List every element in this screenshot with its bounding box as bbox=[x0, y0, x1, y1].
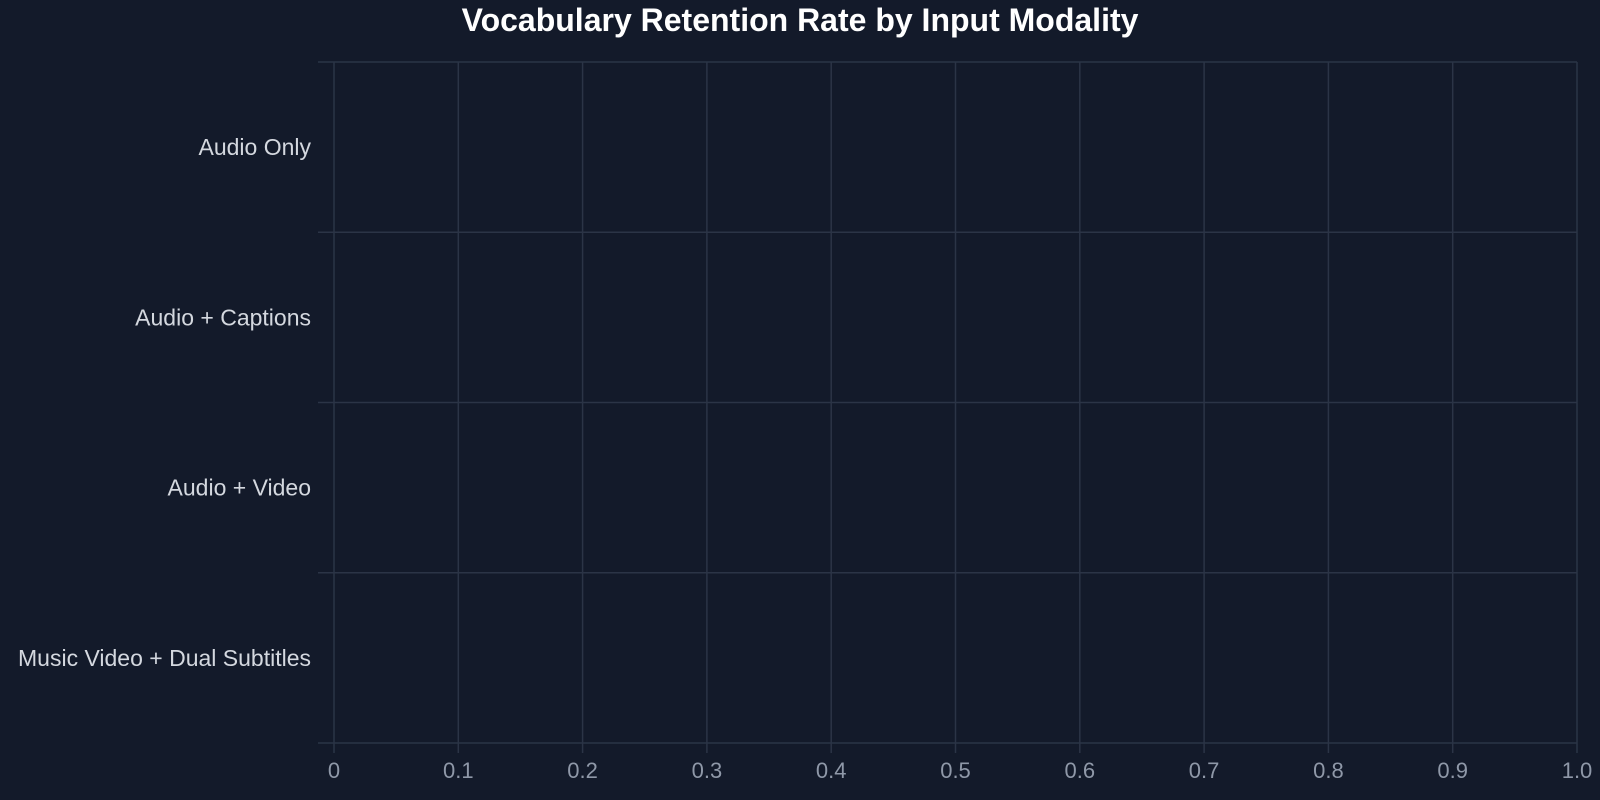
x-tick-label: 0.4 bbox=[816, 758, 847, 783]
x-axis-ticks: 0 0.1 0.2 0.3 0.4 0.5 0.6 0.7 0.8 0.9 1.0 bbox=[328, 743, 1592, 783]
x-tick-label: 0.3 bbox=[692, 758, 723, 783]
x-tick-label: 0.5 bbox=[940, 758, 971, 783]
x-tick-label: 0.1 bbox=[443, 758, 474, 783]
y-category-label: Audio + Video bbox=[168, 475, 311, 501]
x-tick-label: 0 bbox=[328, 758, 340, 783]
y-category-label: Audio + Captions bbox=[135, 304, 311, 330]
x-tick-label: 1.0 bbox=[1562, 758, 1593, 783]
x-tick-label: 0.2 bbox=[567, 758, 598, 783]
y-category-label: Audio Only bbox=[198, 134, 311, 160]
y-category-label: Music Video + Dual Subtitles bbox=[18, 645, 311, 671]
y-axis-ticks: Audio Only Audio + Captions Audio + Video M… bbox=[18, 134, 311, 671]
x-tick-label: 0.8 bbox=[1313, 758, 1344, 783]
x-tick-label: 0.9 bbox=[1437, 758, 1468, 783]
chart-title: Vocabulary Retention Rate by Input Modal… bbox=[461, 2, 1139, 38]
x-tick-label: 0.6 bbox=[1065, 758, 1096, 783]
grid-lines bbox=[318, 61, 1578, 744]
x-tick-label: 0.7 bbox=[1189, 758, 1220, 783]
